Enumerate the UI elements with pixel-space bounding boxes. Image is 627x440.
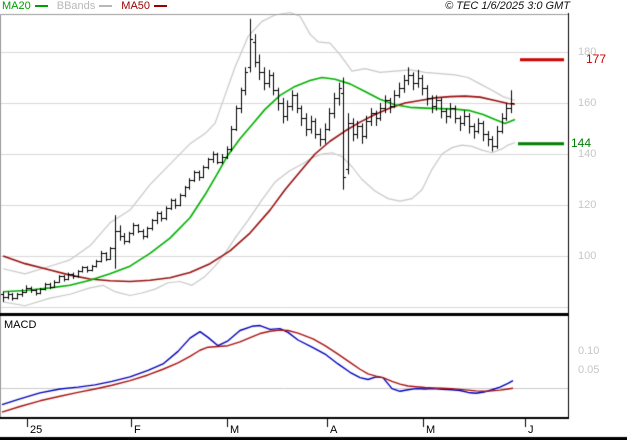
x-axis-label: A (330, 424, 338, 436)
legend-label-ma50: MA50 (121, 0, 151, 12)
macd-axis-label: 0.05 (578, 363, 600, 376)
legend-label-ma20: MA20 (2, 0, 31, 12)
x-axis-label: M (230, 424, 240, 436)
legend-label-bbands: BBands (56, 0, 96, 12)
legend-item-ma20: MA20 (2, 0, 48, 12)
resistance-price-label: 177 (586, 51, 607, 66)
x-axis-label: J (528, 424, 534, 436)
price-axis-label: 100 (578, 250, 597, 262)
x-axis-label: M (426, 424, 436, 436)
price-axis-label: 140 (578, 148, 597, 160)
x-axis-label: 25 (30, 424, 43, 436)
price-axis-label: 180 (578, 46, 597, 58)
ma20-line-swatch (34, 5, 48, 7)
bbands-line-swatch (99, 5, 113, 7)
legend-item-ma50: MA50 (121, 0, 168, 12)
macd-panel-title: MACD (4, 319, 37, 331)
legend-item-bbands: BBands (57, 0, 113, 12)
ma50-line-swatch (154, 5, 168, 7)
chart-legend: MA20 BBands MA50 (2, 0, 168, 12)
macd-axis-label: 0.10 (578, 344, 600, 357)
copyright-watermark: © TEC 1/6/2025 3:0 GMT (445, 0, 570, 12)
price-axis-label: 120 (578, 199, 597, 211)
price-axis-label: 160 (578, 97, 597, 109)
support-price-label: 144 (571, 135, 592, 150)
x-axis-label: F (134, 424, 141, 436)
